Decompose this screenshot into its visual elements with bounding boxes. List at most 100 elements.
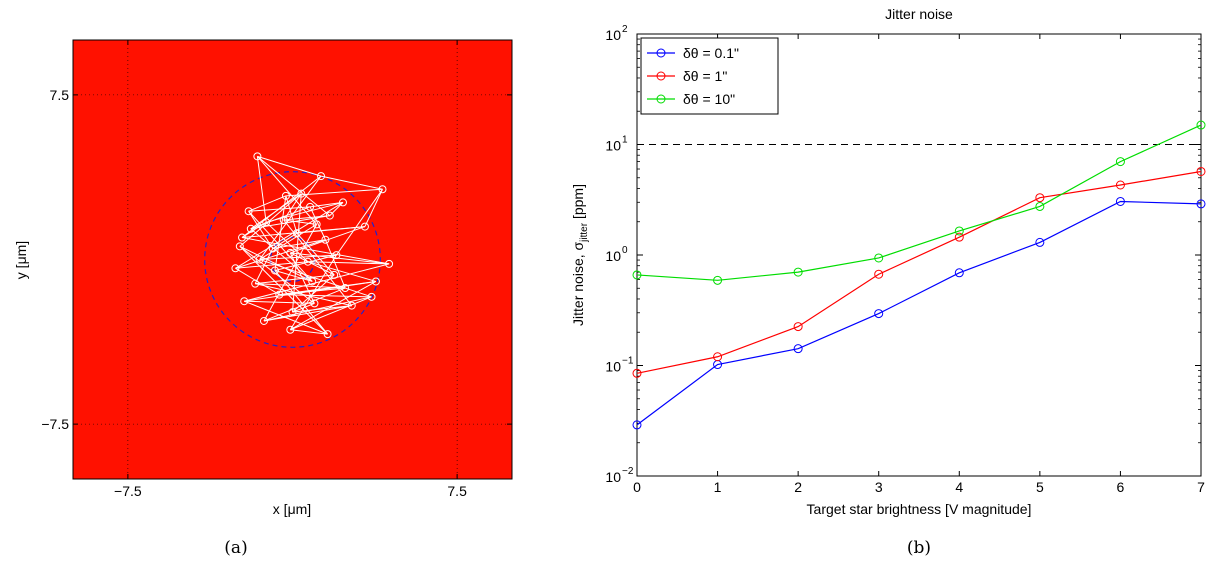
panel-b-series-point-2: [793, 322, 803, 332]
panel-b-legend-label: δθ = 0.1": [683, 45, 739, 61]
panel-b-series-point-3: [713, 275, 723, 285]
panel-a-ylabel: y [μm]: [13, 241, 29, 279]
panel-a-trace-point: [235, 242, 244, 251]
panel-b-y-tick-label: 10: [605, 359, 621, 375]
panel-b-series-point-1: [1115, 196, 1125, 206]
panel-a-trace-point: [321, 235, 330, 244]
panel-a-trace-point: [255, 255, 264, 264]
panel-b-title: Jitter noise: [885, 6, 953, 22]
panel-a-trace-segment: [364, 189, 383, 227]
panel-b-x-tick-label: 3: [875, 479, 883, 495]
panel-b-ylabel-main: Jitter noise, σ: [570, 241, 586, 325]
panel-a-trace-segment: [290, 226, 366, 254]
panel-a-trace-segment: [263, 305, 352, 322]
panel-b-legend-label: δθ = 10": [683, 91, 735, 107]
panel-a-trace-point: [281, 191, 290, 200]
panel-b-x-tick-label: 6: [1117, 479, 1125, 495]
panel-b-y-tick-label: 10: [605, 469, 621, 485]
panel-b-series-point-1: [874, 309, 884, 319]
panel-a-trace-point: [385, 259, 394, 268]
panel-b-y-tick-exponent: −1: [622, 356, 634, 367]
panel-a-trace-segment: [248, 195, 287, 212]
panel-a-trace-segment: [250, 228, 313, 282]
panel-b-x-tick-label: 7: [1197, 479, 1205, 495]
panel-a-trace-segment: [274, 269, 313, 282]
panel-a-trace-point: [332, 251, 341, 260]
panel-b-x-tick-label: 0: [633, 479, 641, 495]
panel-a-trace-point: [341, 284, 350, 293]
panel-a-trace-segment: [235, 267, 280, 296]
panel-a-xlabel: x [μm]: [273, 501, 311, 517]
panel-a-trace-segment: [250, 215, 330, 230]
panel-a-trace-segment: [324, 239, 346, 289]
panel-b-legend: δθ = 0.1" δθ = 1" δθ = 10": [640, 37, 779, 115]
panel-b-y-tick-exponent: 2: [622, 24, 628, 35]
panel-a-trace-segment: [244, 263, 390, 302]
panel-a-trace-segment: [257, 155, 322, 177]
panel-a-trace-point: [268, 244, 277, 253]
panel-a-reference-circles: [204, 171, 381, 348]
panel-a-trace-segment: [296, 226, 365, 234]
panel-a-trace-segment: [290, 329, 328, 335]
panel-b-series-point-3: [793, 267, 803, 277]
panel-a-trace-segment: [283, 215, 330, 221]
panel-b-series-point-1: [954, 268, 964, 278]
panel-a-trace-point: [275, 290, 284, 299]
panel-a-trace-segment: [239, 193, 302, 247]
panel-a-trace-segment: [263, 287, 346, 322]
panel-a-trace-point: [262, 218, 271, 227]
panel-a-trace-point: [231, 264, 240, 273]
panel-a-trace-point: [286, 248, 295, 257]
panel-a-trace-point: [238, 233, 247, 242]
panel-a-trace-point: [360, 222, 369, 231]
panel-a-trace-point: [297, 189, 306, 198]
panel-a-trace-segment: [259, 223, 317, 260]
panel-b-legend-label: δθ = 1": [683, 68, 727, 84]
panel-a-trace-segment: [244, 280, 376, 302]
panel-a-trace-segment: [309, 206, 326, 240]
panel-b-x-tick-label: 2: [794, 479, 802, 495]
panel-b-ylabel-sub: jitter: [579, 222, 590, 243]
panel-b-series-point-2: [632, 368, 642, 378]
panel-a-x-tick-label: 7.5: [447, 483, 467, 499]
panel-b-y-tick-exponent: 1: [622, 135, 628, 146]
panel-a-trace-segment: [263, 296, 372, 322]
panel-a-trace-segment: [309, 201, 344, 208]
panel-a-trace-segment: [244, 300, 328, 335]
panel-b-y-tick-label: 10: [605, 138, 621, 154]
panel-b-y-tick-exponent: −2: [622, 466, 634, 477]
panel-a-trace-point: [240, 297, 249, 306]
panel-a-trace-point: [371, 277, 380, 286]
panel-a-trace-point: [367, 292, 376, 301]
panel-a-trace-point: [253, 152, 262, 161]
panel-a-trace-segment: [289, 254, 337, 331]
panel-b-ylabel-unit: [ppm]: [570, 184, 586, 223]
panel-b-series-point-2: [1115, 180, 1125, 190]
panel-a-trace-segment: [239, 245, 315, 304]
panel-b-y-tick-exponent: 0: [622, 245, 628, 256]
panel-a-reference-circle: [269, 236, 316, 283]
panel-a-trace-point: [244, 207, 253, 216]
panel-a-trace-point: [378, 185, 387, 194]
panel-a-trace: [231, 152, 394, 339]
panel-a-trace-point: [308, 277, 317, 286]
panel-a-trace-segment: [265, 221, 309, 263]
panel-a-trace-point: [330, 270, 339, 279]
panel-a-trace-point: [259, 316, 268, 325]
panel-b-series-point-2: [713, 352, 723, 362]
panel-a-trace-segment: [285, 188, 383, 197]
panel-a-trace-point: [317, 172, 326, 181]
panel-a-y-tick-label: 7.5: [50, 87, 70, 103]
panel-a-caption: (a): [224, 538, 247, 558]
panel-b-series-point-3: [1196, 120, 1206, 130]
panel-a-trace-segment: [274, 254, 337, 271]
panel-a-trace-segment: [320, 175, 383, 190]
panel-b-series-point-3: [874, 253, 884, 263]
panel-b-series-point-1: [1035, 237, 1045, 247]
panel-a-trace-segment: [257, 155, 331, 216]
panel-b-series-point-2: [874, 269, 884, 279]
panel-a-trace-segment: [292, 193, 302, 313]
panel-b-series-point-3: [954, 226, 964, 236]
panel-a-trace-point: [292, 229, 301, 238]
panel-b-caption: (b): [907, 538, 931, 558]
